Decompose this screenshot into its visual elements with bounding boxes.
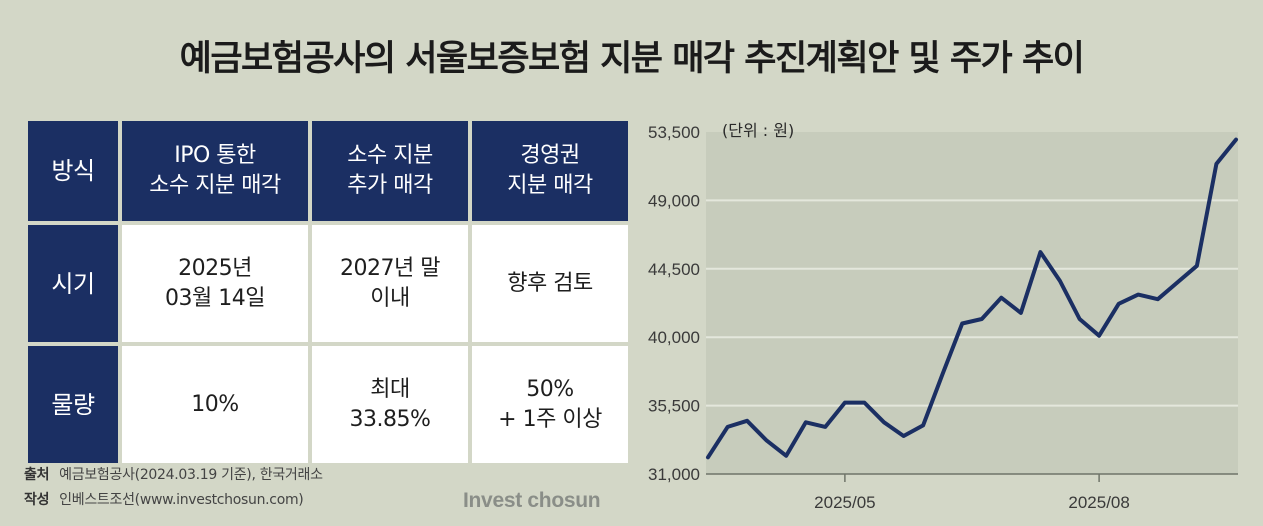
plot-area (706, 132, 1238, 474)
grid-lines (706, 199, 1238, 475)
cell-volume-additional: 최대 33.85% (349, 376, 431, 432)
cell-timing-ipo: 2025년 03월 14일 (165, 255, 265, 311)
table-cell: 최대 33.85% (308, 342, 472, 467)
cell-timing-control: 향후 검토 (507, 270, 593, 296)
stock-price-chart: 31,000 35,500 40,000 44,500 49,000 53,500 202… (648, 121, 1238, 512)
source-text: 예금보험공사(2024.03.19 기준), 한국거래소 (59, 467, 323, 483)
header-control-label: 경영권 지분 매각 (507, 143, 593, 198)
header-additional-label: 소수 지분 추가 매각 (347, 143, 433, 198)
table-header-row: 방식 IPO 통한 소수 지분 매각 소수 지분 추가 매각 경영권 지분 매각 (24, 117, 632, 225)
author-line: 작성 인베스트조선(www.investchosun.com) (24, 489, 304, 509)
y-tick-label: 40,000 (648, 328, 700, 347)
table-cell: 향후 검토 (468, 221, 632, 346)
source-line: 출처 예금보험공사(2024.03.19 기준), 한국거래소 (24, 464, 323, 484)
table-cell: 2025년 03월 14일 (118, 221, 312, 346)
author-label: 작성 (24, 492, 50, 508)
y-tick-label: 53,500 (648, 123, 700, 142)
x-tick-label: 2025/08 (1068, 493, 1129, 512)
cell-timing-additional: 2027년 말 이내 (340, 255, 440, 311)
table-row: 물량 10% 최대 33.85% 50% + 1주 이상 (24, 342, 632, 467)
cell-volume-control: 50% + 1주 이상 (498, 376, 602, 432)
sale-plan-table: 방식 IPO 통한 소수 지분 매각 소수 지분 추가 매각 경영권 지분 매각 시기… (24, 117, 632, 467)
table-cell: 10% (118, 342, 312, 467)
source-label: 출처 (24, 467, 50, 483)
x-tick-label: 2025/05 (814, 493, 875, 512)
y-tick-label: 31,000 (648, 465, 700, 484)
x-axis: 2025/05 2025/08 (814, 474, 1130, 512)
header-method: 방식 (24, 117, 122, 225)
y-tick-label: 49,000 (648, 191, 700, 210)
author-text: 인베스트조선(www.investchosun.com) (59, 492, 304, 508)
invest-chosun-logo: Invest chosun (463, 489, 601, 512)
header-control: 경영권 지분 매각 (468, 117, 632, 225)
row-label-timing-text: 시기 (51, 269, 95, 298)
y-tick-label: 44,500 (648, 260, 700, 279)
row-label-volume: 물량 (24, 342, 122, 467)
table-cell: 50% + 1주 이상 (468, 342, 632, 467)
price-line (706, 137, 1238, 460)
unit-label: (단위 : 원) (722, 121, 794, 140)
header-method-label: 방식 (51, 157, 95, 185)
table-cell: 2027년 말 이내 (308, 221, 472, 346)
header-ipo-label: IPO 통한 소수 지분 매각 (149, 143, 281, 198)
table-row: 시기 2025년 03월 14일 2027년 말 이내 향후 검토 (24, 221, 632, 346)
cell-volume-ipo: 10% (191, 391, 239, 417)
header-ipo: IPO 통한 소수 지분 매각 (118, 117, 312, 225)
row-label-timing: 시기 (24, 221, 122, 346)
header-additional: 소수 지분 추가 매각 (308, 117, 472, 225)
page-title: 예금보험공사의 서울보증보험 지분 매각 추진계획안 및 주가 추이 (179, 39, 1085, 79)
y-axis: 31,000 35,500 40,000 44,500 49,000 53,500 (648, 123, 700, 484)
y-tick-label: 35,500 (648, 397, 700, 416)
row-label-volume-text: 물량 (51, 390, 95, 419)
